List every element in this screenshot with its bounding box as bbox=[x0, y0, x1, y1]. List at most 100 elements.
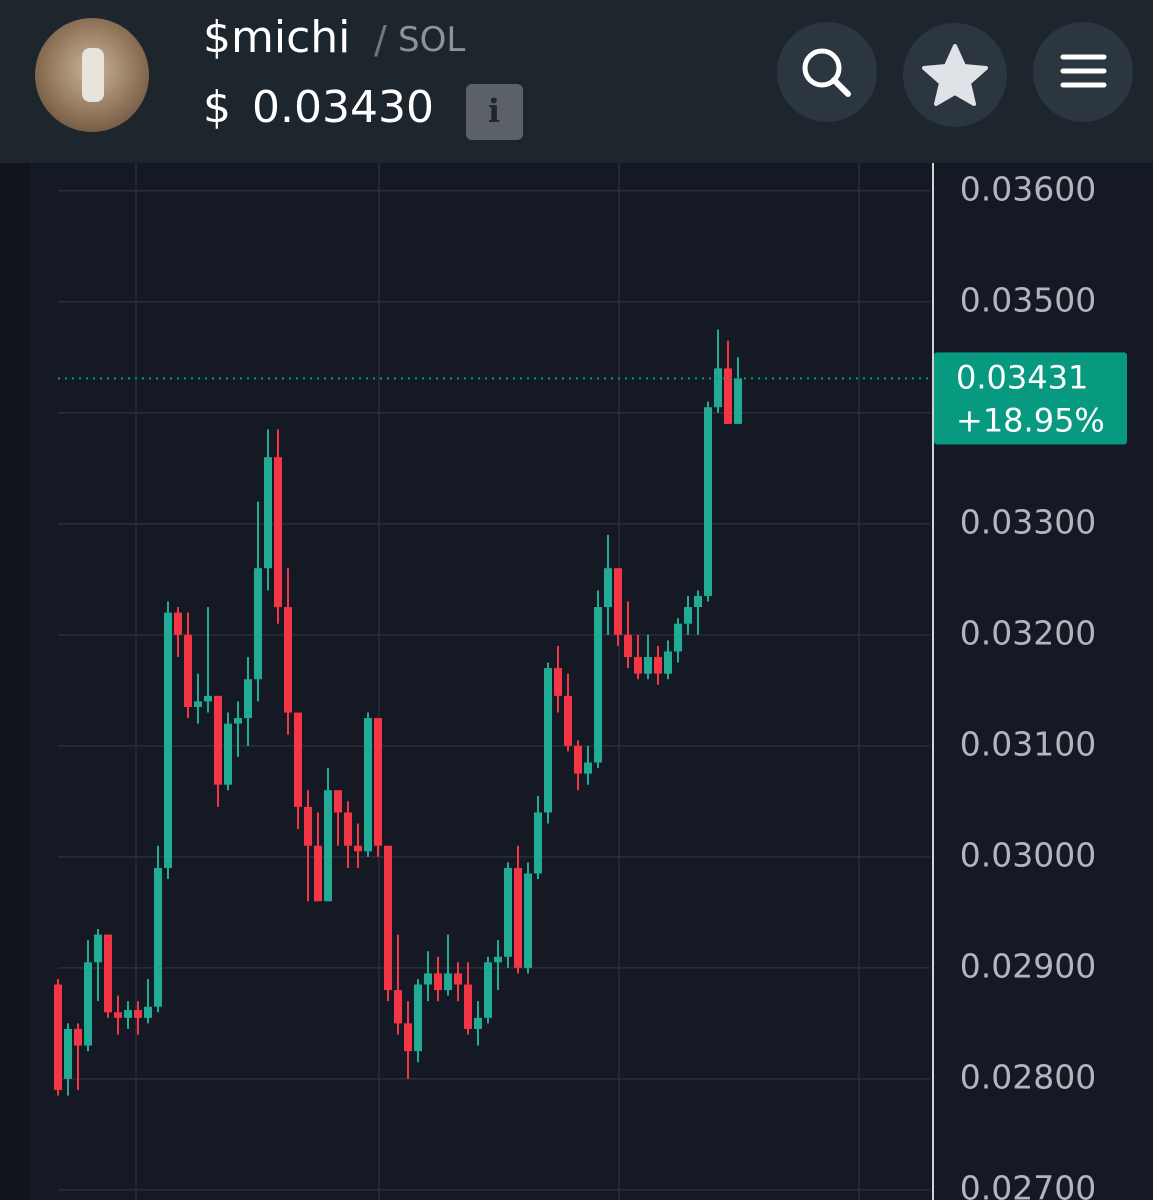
candle-body bbox=[184, 634, 192, 707]
candle-body bbox=[464, 984, 472, 1029]
header-graphics: i bbox=[35, 18, 1133, 140]
candle-body bbox=[664, 651, 672, 674]
candle-body bbox=[594, 607, 602, 763]
candle-body bbox=[604, 568, 612, 608]
y-tick-label: 0.02800 bbox=[960, 1057, 1096, 1096]
avatar-cat bbox=[82, 48, 104, 102]
y-tick-label: 0.03600 bbox=[960, 169, 1096, 208]
candle-body bbox=[334, 790, 342, 813]
candle-body bbox=[684, 607, 692, 624]
y-tick-label: 0.02900 bbox=[960, 946, 1096, 985]
candle-body bbox=[524, 873, 532, 968]
candle-body bbox=[364, 718, 372, 852]
candle-body bbox=[354, 845, 362, 852]
candle-body bbox=[404, 1023, 412, 1052]
star-icon bbox=[922, 44, 988, 106]
candle-body bbox=[104, 934, 112, 1013]
candle-body bbox=[714, 368, 722, 408]
candle-body bbox=[224, 723, 232, 785]
last-price-label: 0.03431 bbox=[956, 358, 1088, 396]
currency-symbol: $ bbox=[203, 82, 231, 133]
candle-body bbox=[164, 612, 172, 868]
candle-body bbox=[424, 973, 432, 985]
candle-body bbox=[514, 867, 522, 968]
candle-body bbox=[614, 568, 622, 635]
separator: / bbox=[374, 18, 387, 62]
candle-body bbox=[154, 867, 162, 1007]
candle-body bbox=[734, 378, 742, 424]
candle-body bbox=[454, 973, 462, 985]
candle-body bbox=[174, 612, 182, 635]
candle-body bbox=[234, 718, 242, 724]
candle-body bbox=[414, 984, 422, 1052]
candle-body bbox=[304, 806, 312, 846]
y-tick-label: 0.03000 bbox=[960, 835, 1096, 874]
candle-body bbox=[534, 812, 542, 874]
candle-body bbox=[294, 712, 302, 807]
candle-body bbox=[554, 668, 562, 696]
candle-body bbox=[94, 934, 102, 963]
candle-body bbox=[394, 990, 402, 1024]
candle-body bbox=[264, 457, 272, 569]
y-tick-label: 0.03200 bbox=[960, 613, 1096, 652]
chart: 0.03600 0.03500 0.03300 0.03200 0.03100 0.030… bbox=[0, 163, 1153, 1200]
candle-body bbox=[434, 973, 442, 991]
candle-body bbox=[724, 368, 732, 424]
quote-symbol: SOL bbox=[398, 20, 466, 60]
candle-body bbox=[444, 973, 452, 991]
candle-body bbox=[704, 407, 712, 596]
candle-body bbox=[204, 695, 212, 702]
menu-icon bbox=[1060, 54, 1107, 88]
candle-body bbox=[584, 762, 592, 774]
time-grid bbox=[135, 163, 860, 1200]
header: i $michi / SOL $ 0.03430 bbox=[0, 0, 1153, 163]
candle-body bbox=[274, 457, 282, 608]
candle-body bbox=[134, 1010, 142, 1018]
y-tick-label: 0.02700 bbox=[960, 1168, 1096, 1200]
candle-body bbox=[194, 701, 202, 707]
candle-body bbox=[254, 568, 262, 680]
candle-body bbox=[64, 1028, 72, 1079]
candle-body bbox=[624, 634, 632, 658]
token-title: $michi bbox=[203, 12, 351, 63]
chart-background bbox=[0, 163, 1153, 1200]
y-tick-label: 0.03500 bbox=[960, 280, 1096, 319]
candle-body bbox=[494, 956, 502, 963]
price: 0.03430 bbox=[252, 82, 434, 133]
candle-body bbox=[484, 962, 492, 1018]
y-tick-label: 0.03100 bbox=[960, 724, 1096, 763]
candle-body bbox=[644, 657, 652, 674]
candle-body bbox=[84, 962, 92, 1046]
left-edge bbox=[0, 163, 30, 1200]
change-label: +18.95% bbox=[956, 401, 1105, 439]
candle-body bbox=[54, 984, 62, 1090]
candle-body bbox=[124, 1010, 132, 1018]
candle-body bbox=[284, 607, 292, 713]
candle-body bbox=[324, 790, 332, 902]
candle-body bbox=[694, 595, 702, 608]
info-icon: i bbox=[488, 92, 500, 130]
candle-body bbox=[574, 745, 582, 774]
candle-body bbox=[474, 1017, 482, 1029]
candle-body bbox=[314, 845, 322, 902]
candle-body bbox=[504, 867, 512, 957]
info-button[interactable] bbox=[466, 84, 523, 140]
candle-body bbox=[544, 668, 552, 813]
candle-body bbox=[674, 623, 682, 652]
candle-body bbox=[74, 1028, 82, 1046]
candle-body bbox=[344, 812, 352, 846]
search-icon bbox=[802, 48, 842, 88]
search-button[interactable] bbox=[777, 22, 877, 122]
y-tick-label: 0.03300 bbox=[960, 502, 1096, 541]
candle-body bbox=[634, 657, 642, 674]
search-icon-handle bbox=[831, 77, 851, 97]
candle-body bbox=[214, 695, 222, 785]
price-label-box bbox=[934, 352, 1127, 445]
candle-body bbox=[384, 845, 392, 991]
candle-body bbox=[654, 657, 662, 674]
candle-body bbox=[114, 1012, 122, 1018]
candle-body bbox=[564, 695, 572, 746]
candle-body bbox=[144, 1006, 152, 1018]
candle-body bbox=[244, 679, 252, 719]
